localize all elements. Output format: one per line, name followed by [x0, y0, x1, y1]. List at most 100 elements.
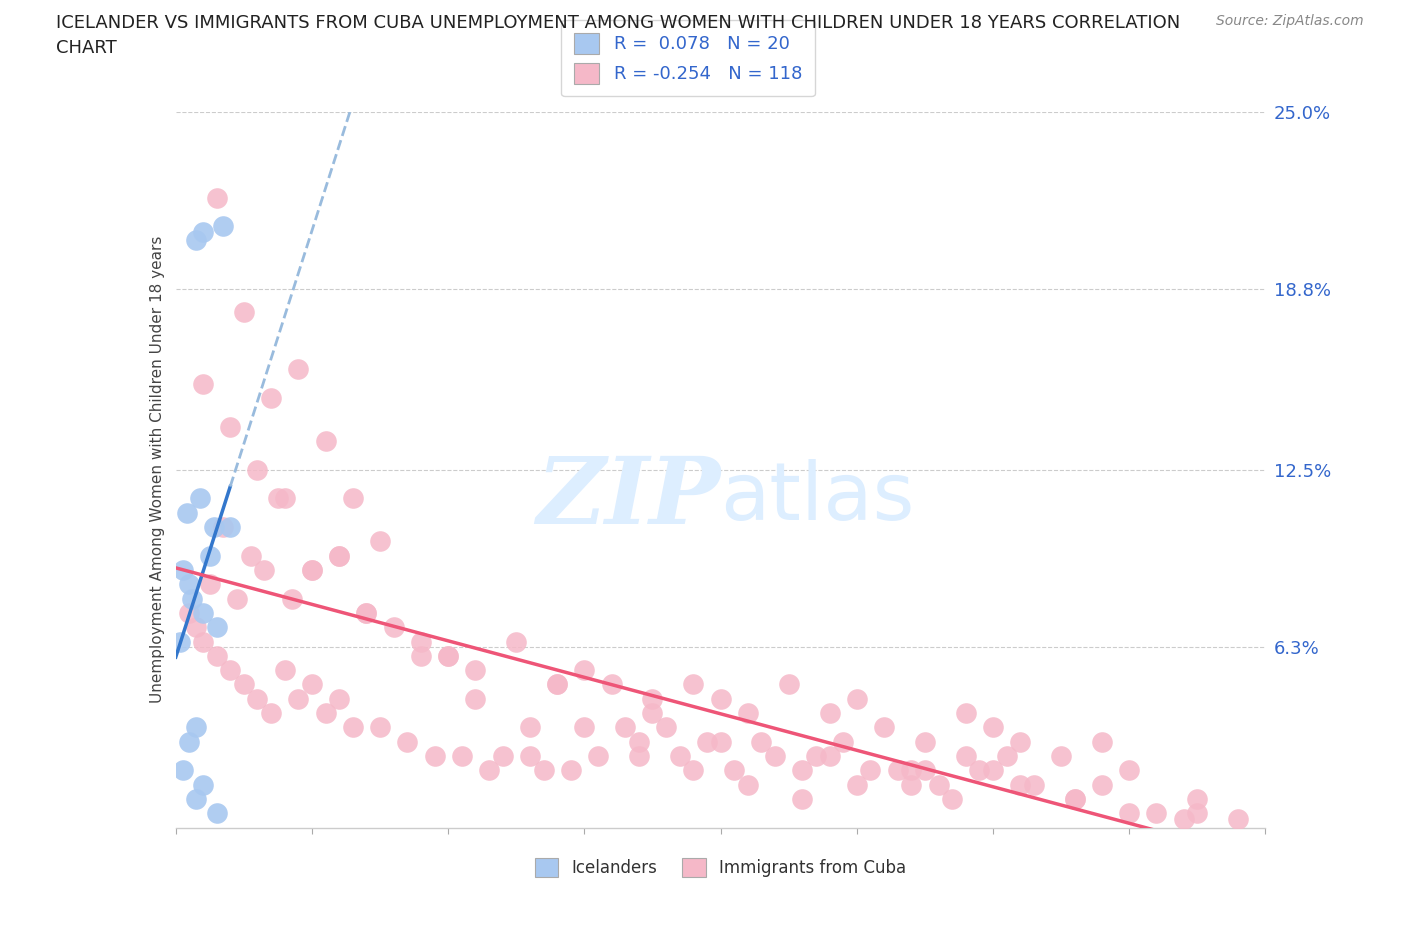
Point	[280, 591, 302, 606]
Point	[191, 634, 214, 649]
Point	[900, 763, 922, 777]
Point	[301, 563, 323, 578]
Point	[274, 491, 297, 506]
Point	[1187, 806, 1209, 821]
Point	[614, 720, 637, 735]
Point	[191, 377, 214, 392]
Point	[267, 491, 290, 506]
Point	[1010, 777, 1032, 792]
Point	[246, 691, 269, 706]
Point	[682, 677, 704, 692]
Point	[505, 634, 527, 649]
Point	[995, 749, 1018, 764]
Point	[778, 677, 800, 692]
Point	[186, 791, 208, 806]
Point	[464, 663, 486, 678]
Point	[301, 677, 323, 692]
Point	[737, 706, 759, 721]
Point	[955, 706, 977, 721]
Point	[519, 720, 541, 735]
Text: ZIP: ZIP	[536, 453, 721, 543]
Point	[928, 777, 950, 792]
Point	[356, 605, 378, 620]
Point	[198, 548, 221, 563]
Point	[560, 763, 582, 777]
Point	[181, 591, 204, 606]
Point	[1091, 777, 1114, 792]
Point	[301, 563, 323, 578]
Point	[409, 648, 432, 663]
Point	[437, 648, 460, 663]
Legend: Icelanders, Immigrants from Cuba: Icelanders, Immigrants from Cuba	[529, 851, 912, 884]
Point	[246, 462, 269, 477]
Point	[287, 691, 309, 706]
Point	[586, 749, 609, 764]
Point	[1091, 735, 1114, 750]
Point	[328, 691, 350, 706]
Point	[818, 706, 841, 721]
Point	[914, 735, 936, 750]
Point	[179, 577, 201, 591]
Point	[328, 548, 350, 563]
Point	[1146, 806, 1168, 821]
Y-axis label: Unemployment Among Women with Children Under 18 years: Unemployment Among Women with Children U…	[149, 236, 165, 703]
Point	[202, 520, 225, 535]
Point	[1173, 812, 1195, 827]
Point	[186, 720, 208, 735]
Point	[176, 505, 198, 520]
Point	[969, 763, 991, 777]
Point	[356, 605, 378, 620]
Text: atlas: atlas	[721, 459, 915, 538]
Point	[804, 749, 827, 764]
Point	[600, 677, 623, 692]
Point	[287, 362, 309, 377]
Point	[274, 663, 297, 678]
Point	[763, 749, 786, 764]
Point	[205, 806, 228, 821]
Point	[212, 219, 235, 233]
Point	[260, 391, 283, 405]
Point	[873, 720, 896, 735]
Point	[1010, 735, 1032, 750]
Point	[533, 763, 555, 777]
Point	[818, 749, 841, 764]
Point	[1187, 791, 1209, 806]
Text: Source: ZipAtlas.com: Source: ZipAtlas.com	[1216, 14, 1364, 28]
Point	[219, 419, 242, 434]
Point	[574, 720, 596, 735]
Point	[981, 720, 1004, 735]
Point	[1118, 763, 1140, 777]
Point	[792, 763, 814, 777]
Text: CHART: CHART	[56, 39, 117, 57]
Point	[198, 577, 221, 591]
Point	[478, 763, 501, 777]
Point	[981, 763, 1004, 777]
Point	[179, 735, 201, 750]
Point	[226, 591, 249, 606]
Point	[519, 749, 541, 764]
Point	[627, 735, 650, 750]
Point	[492, 749, 515, 764]
Point	[1063, 791, 1085, 806]
Point	[315, 433, 337, 448]
Point	[423, 749, 446, 764]
Point	[900, 777, 922, 792]
Point	[342, 491, 364, 506]
Point	[1118, 806, 1140, 821]
Point	[574, 663, 596, 678]
Point	[668, 749, 690, 764]
Point	[342, 720, 364, 735]
Point	[751, 735, 773, 750]
Point	[845, 777, 868, 792]
Point	[682, 763, 704, 777]
Point	[845, 691, 868, 706]
Point	[641, 691, 664, 706]
Point	[710, 691, 733, 706]
Point	[186, 233, 208, 248]
Point	[1022, 777, 1045, 792]
Point	[169, 634, 191, 649]
Point	[205, 190, 228, 205]
Point	[205, 648, 228, 663]
Point	[172, 763, 194, 777]
Point	[737, 777, 759, 792]
